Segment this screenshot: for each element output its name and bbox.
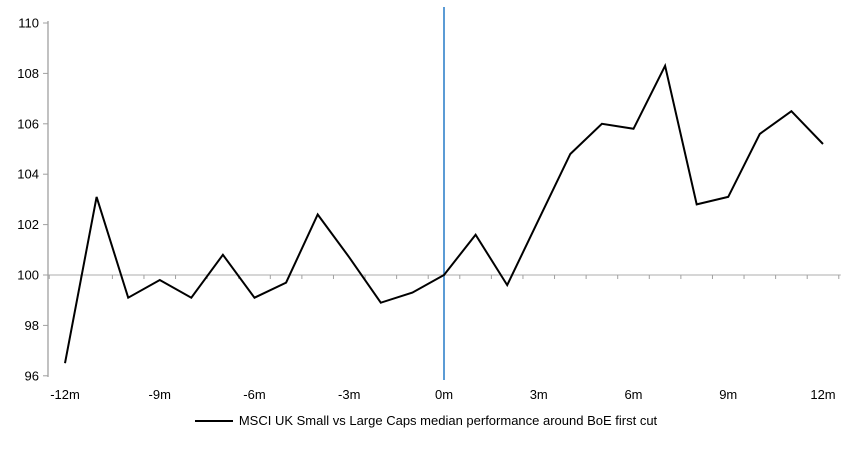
- x-tick-label: 12m: [810, 387, 835, 402]
- y-tick-label: 110: [18, 16, 39, 31]
- data-line: [64, 62, 824, 364]
- legend: MSCI UK Small vs Large Caps median perfo…: [0, 413, 852, 428]
- x-tick-label: -3m: [338, 387, 360, 402]
- x-tick-label: -9m: [149, 387, 171, 402]
- y-tick-label: 104: [17, 167, 39, 182]
- x-tick-label: -6m: [243, 387, 265, 402]
- x-tick-label: 9m: [719, 387, 737, 402]
- line-chart: 96 98 100 102 104 106 108 110 -12m -9m -6m -3m 0m 3m 6…: [17, 7, 841, 402]
- x-tick-label: 3m: [530, 387, 548, 402]
- y-tick-label: 98: [25, 318, 39, 333]
- y-tick-label: 100: [17, 268, 39, 283]
- y-tick-label: 106: [17, 116, 39, 131]
- y-tick-label: 96: [25, 368, 39, 383]
- y-tick-label: 102: [17, 217, 39, 232]
- y-tick-label: 108: [17, 66, 39, 81]
- x-tick-label: 0m: [435, 387, 453, 402]
- x-tick-label: -12m: [50, 387, 80, 402]
- x-tick-label: 6m: [624, 387, 642, 402]
- legend-line-marker: [194, 419, 233, 422]
- legend-label: MSCI UK Small vs Large Caps median perfo…: [238, 413, 658, 428]
